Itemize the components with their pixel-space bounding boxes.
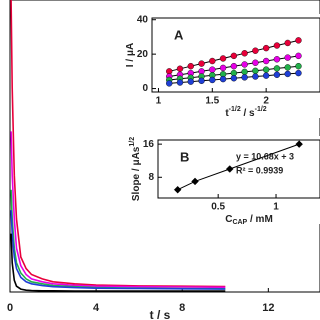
y-tick-label: 20 — [137, 49, 149, 60]
x-tick-label: 8 — [179, 302, 185, 314]
data-point — [273, 42, 281, 49]
plot-frame — [151, 17, 320, 93]
data-point — [284, 39, 291, 47]
y-tick-label: 16 — [143, 139, 155, 150]
data-point — [166, 80, 173, 87]
x-tick-label: 12 — [262, 302, 274, 314]
data-point — [295, 140, 303, 148]
x-tick-label: 1.5 — [205, 96, 219, 107]
data-point — [176, 79, 184, 86]
panel-label: A — [174, 27, 184, 42]
data-point — [284, 64, 291, 71]
x-tick-label: 1 — [273, 202, 279, 213]
data-point — [219, 75, 227, 83]
x-tick-label: 0 — [7, 302, 13, 314]
x-tick-label: 4 — [93, 302, 100, 314]
y-axis-label: Slope / μAs1/2 — [129, 137, 141, 201]
data-point — [284, 70, 291, 78]
data-point — [252, 73, 259, 80]
x-label-script: -1/2 — [229, 106, 241, 113]
x-label-text: t — [225, 108, 229, 119]
x-label-script: CAP — [232, 219, 247, 226]
series-line — [10, 210, 226, 290]
data-point — [262, 44, 270, 52]
data-point — [219, 55, 227, 62]
data-point — [241, 50, 248, 57]
y-label-text: I / μA — [125, 43, 136, 67]
data-point — [198, 77, 205, 85]
x-label-script: -1/2 — [255, 106, 267, 113]
data-point — [252, 47, 259, 54]
data-point — [173, 185, 182, 194]
r-squared: R² = 0.9939 — [236, 165, 283, 175]
data-point — [230, 62, 238, 70]
y-axis-label: I / μA — [125, 43, 136, 67]
data-point — [230, 52, 238, 60]
x-axis-label: t / s — [150, 308, 171, 320]
x-axis-label: t-1/2 / s-1/2 — [225, 106, 266, 118]
plot-frame — [157, 139, 320, 199]
y-label-script: 1/2 — [129, 137, 136, 147]
data-point — [273, 56, 281, 63]
x-axis-label: CCAP / mM — [225, 214, 273, 227]
data-point — [241, 61, 248, 68]
x-tick-label: 2 — [263, 96, 269, 107]
panel-label: B — [180, 149, 189, 164]
data-point — [295, 69, 302, 77]
data-point — [191, 177, 199, 186]
data-point — [219, 64, 227, 72]
data-point — [230, 75, 238, 82]
x-tick-label: 0.5 — [211, 202, 225, 213]
series-line — [10, 131, 226, 289]
x-label-text: C — [225, 214, 232, 225]
data-point — [241, 74, 248, 81]
data-point — [176, 65, 184, 72]
data-point — [225, 165, 234, 173]
plot-frame — [9, 0, 320, 293]
data-point — [273, 65, 281, 72]
x-label-text: / mM — [247, 214, 273, 225]
data-point — [295, 62, 302, 70]
plot-area — [10, 0, 226, 292]
data-point — [252, 59, 259, 66]
data-point — [209, 76, 216, 84]
series-line — [10, 233, 226, 292]
data-point — [187, 78, 194, 85]
plot-area — [173, 140, 303, 194]
y-label-text: Slope / μAs — [131, 146, 142, 201]
data-point — [187, 62, 194, 70]
data-point — [262, 66, 270, 73]
data-point — [241, 68, 248, 76]
data-point — [262, 57, 270, 65]
data-point — [273, 71, 281, 78]
y-tick-label: 8 — [148, 172, 154, 183]
plot-area — [166, 37, 302, 87]
data-point — [198, 60, 205, 67]
data-point — [252, 67, 259, 75]
series-line — [10, 0, 226, 288]
y-tick-label: 40 — [137, 14, 149, 25]
data-point — [209, 66, 216, 73]
data-point — [295, 37, 302, 44]
data-point — [209, 57, 216, 65]
inset-background — [128, 136, 320, 224]
x-tick-label: 1 — [156, 96, 162, 107]
y-tick-label: 0 — [142, 83, 148, 94]
data-point — [295, 52, 302, 60]
data-point — [262, 72, 270, 79]
fit-line — [177, 143, 300, 191]
data-point — [284, 54, 291, 61]
x-label-text: / s — [241, 108, 255, 119]
